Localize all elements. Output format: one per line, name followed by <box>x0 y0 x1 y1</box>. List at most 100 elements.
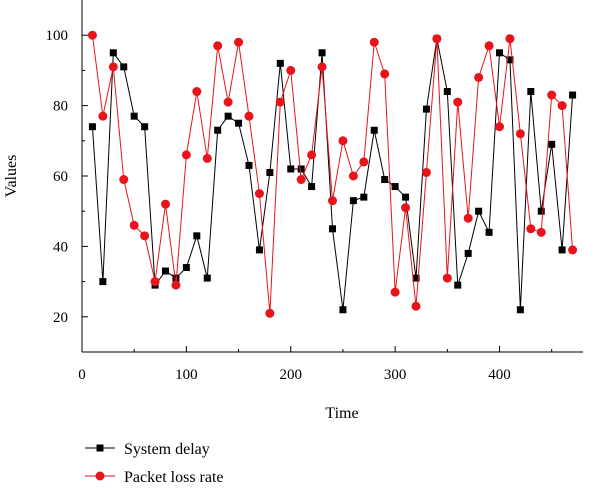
data-point-system-delay <box>506 56 514 64</box>
data-point-packet-loss-rate <box>536 227 546 237</box>
data-point-system-delay <box>224 112 232 120</box>
y-tick-label: 60 <box>53 169 68 185</box>
data-point-system-delay <box>349 197 357 205</box>
data-point-packet-loss-rate <box>442 273 452 283</box>
data-point-system-delay <box>339 306 347 314</box>
y-tick-label: 20 <box>53 310 68 326</box>
y-tick-label: 40 <box>53 239 68 255</box>
data-point-system-delay <box>287 165 295 173</box>
data-point-system-delay <box>464 249 472 257</box>
data-point-packet-loss-rate <box>557 101 567 111</box>
data-point-system-delay <box>548 140 556 148</box>
data-point-packet-loss-rate <box>547 90 557 100</box>
legend-marker-system-delay <box>96 444 104 452</box>
data-point-packet-loss-rate <box>495 122 504 132</box>
data-point-system-delay <box>422 105 430 113</box>
data-point-system-delay <box>182 264 190 272</box>
data-point-packet-loss-rate <box>515 129 525 139</box>
data-point-system-delay <box>496 49 503 57</box>
data-point-packet-loss-rate <box>286 65 296 75</box>
x-tick-label: 200 <box>280 367 303 383</box>
data-point-packet-loss-rate <box>338 136 348 146</box>
data-point-packet-loss-rate <box>108 62 118 72</box>
data-point-packet-loss-rate <box>401 203 411 213</box>
y-tick-label: 80 <box>53 99 68 115</box>
data-point-system-delay <box>318 49 326 57</box>
ticks: 0 100 200 300 400 20 40 60 80 100 <box>46 28 553 383</box>
data-point-system-delay <box>329 225 336 233</box>
data-point-system-delay <box>360 193 368 201</box>
data-point-system-delay <box>402 193 410 201</box>
data-point-system-delay <box>412 274 420 282</box>
data-point-packet-loss-rate <box>181 150 191 160</box>
data-point-system-delay <box>245 161 253 169</box>
data-point-packet-loss-rate <box>453 97 463 107</box>
data-point-packet-loss-rate <box>161 199 170 209</box>
x-axis-title: Time <box>325 405 358 422</box>
data-point-packet-loss-rate <box>369 37 379 47</box>
data-point-packet-loss-rate <box>390 287 400 297</box>
data-point-system-delay <box>443 88 451 96</box>
data-point-packet-loss-rate <box>526 224 536 234</box>
data-point-system-delay <box>172 274 180 282</box>
data-point-system-delay <box>141 123 149 131</box>
data-point-system-delay <box>193 232 201 240</box>
data-point-packet-loss-rate <box>140 231 150 241</box>
data-point-system-delay <box>454 281 462 289</box>
data-point-system-delay <box>276 59 284 67</box>
data-point-system-delay <box>214 126 222 134</box>
data-point-packet-loss-rate <box>192 87 202 97</box>
data-point-packet-loss-rate <box>307 150 317 160</box>
data-point-packet-loss-rate <box>129 220 139 230</box>
data-point-packet-loss-rate <box>234 37 244 47</box>
data-point-system-delay <box>203 274 211 282</box>
data-point-packet-loss-rate <box>171 280 181 290</box>
data-point-packet-loss-rate <box>275 97 285 107</box>
data-point-packet-loss-rate <box>119 175 129 185</box>
series-packet-loss-rate <box>87 30 578 318</box>
data-point-packet-loss-rate <box>484 41 494 51</box>
data-point-packet-loss-rate <box>421 167 431 177</box>
data-point-system-delay <box>527 88 535 96</box>
x-tick-label: 400 <box>488 367 511 383</box>
data-point-system-delay <box>485 228 493 236</box>
data-point-system-delay <box>308 183 316 191</box>
data-point-packet-loss-rate <box>223 97 233 107</box>
data-point-packet-loss-rate <box>244 111 254 121</box>
legend-marker-packet-loss-rate <box>95 471 105 481</box>
data-point-system-delay <box>370 126 378 134</box>
data-point-packet-loss-rate <box>568 245 578 255</box>
data-point-system-delay <box>266 168 274 176</box>
data-point-packet-loss-rate <box>296 175 306 185</box>
y-axis-title: Values <box>3 155 20 198</box>
data-point-packet-loss-rate <box>254 189 264 199</box>
data-point-system-delay <box>99 278 107 286</box>
data-point-system-delay <box>162 267 169 275</box>
data-point-packet-loss-rate <box>98 111 108 121</box>
data-point-packet-loss-rate <box>150 277 160 287</box>
data-point-system-delay <box>569 91 577 99</box>
data-point-packet-loss-rate <box>463 213 473 223</box>
y-tick-label: 100 <box>46 28 69 44</box>
data-point-packet-loss-rate <box>328 196 337 206</box>
data-point-system-delay <box>475 207 483 215</box>
data-point-packet-loss-rate <box>411 301 421 311</box>
data-point-packet-loss-rate <box>380 69 390 79</box>
data-point-system-delay <box>130 112 138 120</box>
legend-item-system-delay: System delay <box>85 441 210 458</box>
x-tick-label: 100 <box>175 367 198 383</box>
data-point-system-delay <box>109 49 117 57</box>
data-point-system-delay <box>297 165 305 173</box>
data-point-system-delay <box>120 63 128 71</box>
data-point-system-delay <box>537 207 545 215</box>
data-point-packet-loss-rate <box>213 41 223 51</box>
legend-item-packet-loss-rate: Packet loss rate <box>85 469 224 486</box>
data-point-system-delay <box>381 176 389 184</box>
data-point-system-delay <box>391 183 399 191</box>
data-point-packet-loss-rate <box>432 34 442 44</box>
plot-area <box>87 30 578 318</box>
x-tick-label: 0 <box>78 367 86 383</box>
data-point-system-delay <box>516 306 524 314</box>
data-point-packet-loss-rate <box>359 157 369 167</box>
